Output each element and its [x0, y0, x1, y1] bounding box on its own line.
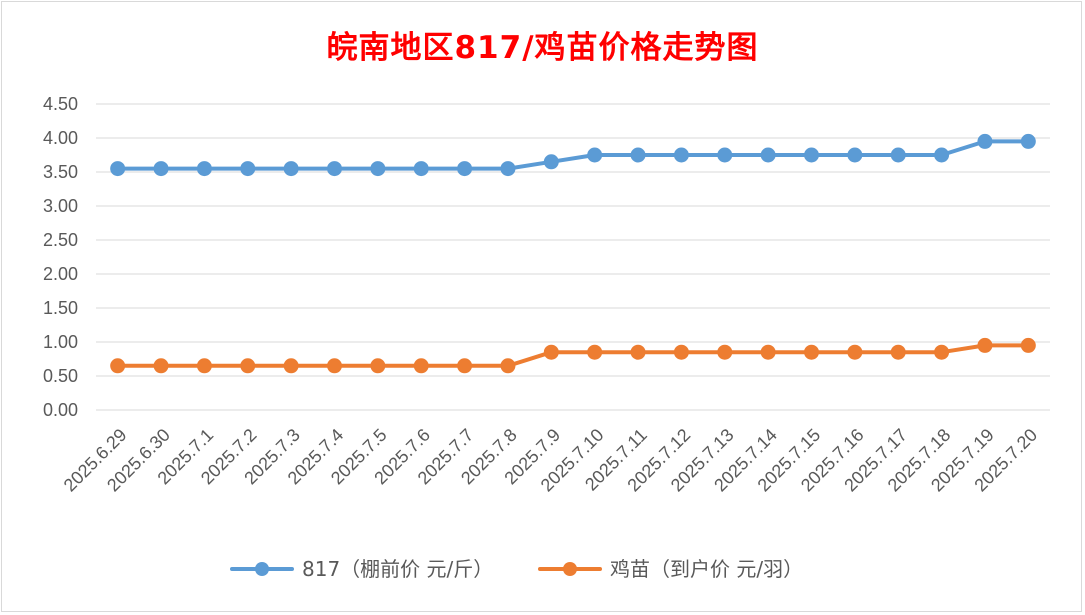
y-tick-label: 0.50 [43, 366, 78, 386]
series-2-point [457, 358, 473, 374]
gridlines [96, 103, 1050, 411]
series-1-point [240, 161, 256, 177]
series-1-point [630, 147, 646, 163]
x-axis: 2025.6.292025.6.302025.7.12025.7.22025.7… [60, 425, 1041, 496]
series-1-point [760, 147, 776, 163]
chart-title: 皖南地区817/鸡苗价格走势图 [326, 30, 759, 66]
series-2-point [196, 358, 212, 374]
y-axis: 0.00 0.50 1.00 1.50 2.00 2.50 3.00 3.50 4.00 4.50 [43, 94, 78, 420]
series-2-point [240, 358, 256, 374]
series-2-point [760, 344, 776, 360]
series-1-point [587, 147, 603, 163]
series-2-point [110, 358, 126, 374]
y-tick-label: 4.50 [43, 94, 78, 114]
series-2-point [977, 337, 993, 353]
series-1-point [283, 161, 299, 177]
series-2-point [153, 358, 169, 374]
series-2-point [847, 344, 863, 360]
series-2-point [717, 344, 733, 360]
series-2-point [1020, 337, 1036, 353]
series-2-point [370, 358, 386, 374]
legend-marker-2 [563, 562, 577, 576]
y-tick-label: 2.00 [43, 264, 78, 284]
series-1-point [457, 161, 473, 177]
series-1-point [413, 161, 429, 177]
series-1-point [717, 147, 733, 163]
series-2-point [283, 358, 299, 374]
y-tick-label: 3.00 [43, 196, 78, 216]
y-tick-label: 0.00 [43, 400, 78, 420]
y-tick-label: 3.50 [43, 162, 78, 182]
series-1-point [153, 161, 169, 177]
series-2-point [934, 344, 950, 360]
legend-label-1: 817（棚前价 元/斤） [302, 557, 493, 581]
y-tick-label: 2.50 [43, 230, 78, 250]
series-1-point [977, 133, 993, 149]
legend-label-2: 鸡苗（到户价 元/羽） [610, 557, 803, 581]
series-2-point [673, 344, 689, 360]
series-2-point [630, 344, 646, 360]
series-2-point [543, 344, 559, 360]
series-2-point [587, 344, 603, 360]
series-2-point [804, 344, 819, 360]
series-1-point [110, 161, 126, 177]
series-1-point [890, 147, 906, 163]
series-2-point [413, 358, 429, 374]
y-tick-label: 4.00 [43, 128, 78, 148]
series-1-point [500, 161, 516, 177]
series-1-point [934, 147, 950, 163]
series-1-point [673, 147, 689, 163]
series-line-1 [115, 139, 1031, 171]
y-tick-label: 1.00 [43, 332, 78, 352]
series-1-point [370, 161, 386, 177]
series-group [110, 133, 1036, 374]
legend-marker-1 [255, 562, 269, 576]
series-2-point [327, 358, 342, 374]
series-1-point [327, 161, 342, 177]
y-tick-label: 1.50 [43, 298, 78, 318]
series-line-2 [115, 343, 1031, 368]
series-1-point [847, 147, 863, 163]
series-1-point [196, 161, 212, 177]
series-2-point [500, 358, 516, 374]
series-1-point [804, 147, 819, 163]
series-1-point [1020, 133, 1036, 149]
series-1-point [543, 154, 559, 170]
series-2-point [890, 344, 906, 360]
legend: 817（棚前价 元/斤） 鸡苗（到户价 元/羽） [230, 557, 803, 581]
